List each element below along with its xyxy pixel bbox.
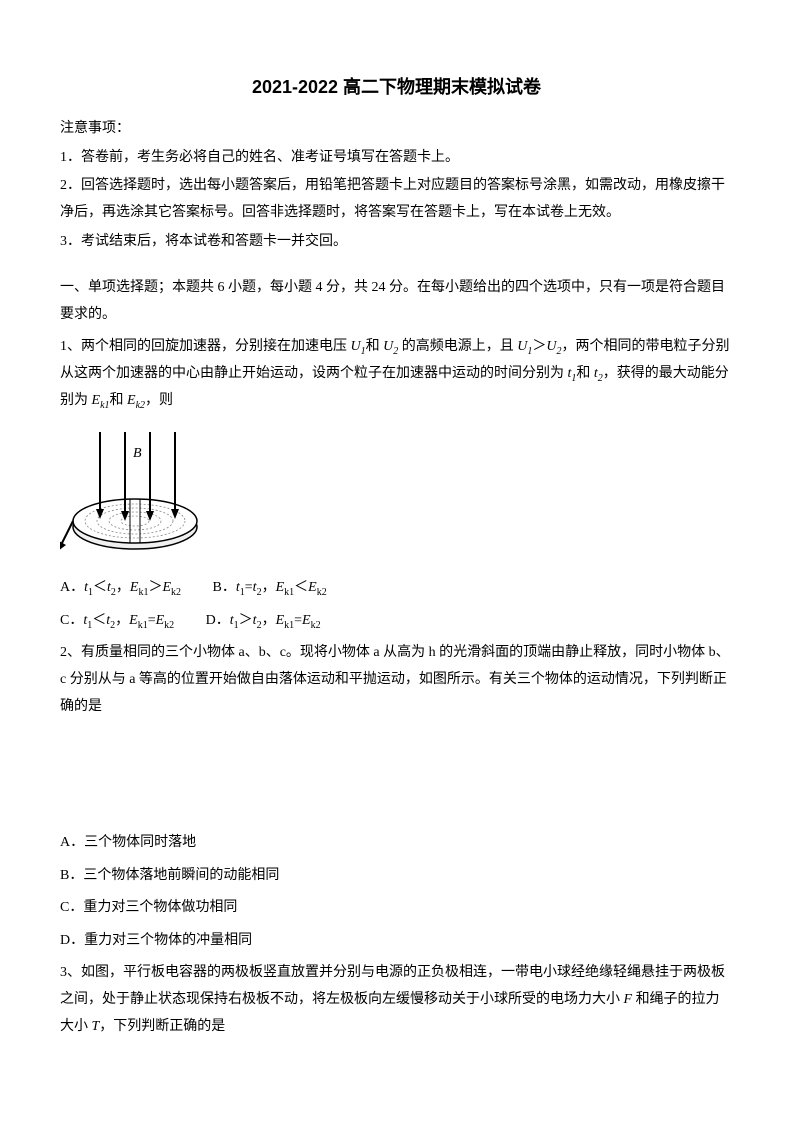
q1a-comma: ， [116,580,130,595]
q1-text4: ，则 [145,393,173,408]
q1d-eq: = [294,613,302,628]
notice-header: 注意事项： [60,116,733,143]
q1c-label: C． [60,613,83,628]
q1d-e2: E [302,613,311,628]
q1a-es2: k2 [171,587,181,598]
q1-u1: U [351,339,361,354]
q1-ek1: E [92,393,101,408]
q1-u2: U [383,339,393,354]
q2-option-a: A．三个物体同时落地 [60,830,733,857]
q1-and2: 和 [576,366,594,381]
q1b-comma: ， [262,580,276,595]
q1-figure: B [60,427,220,567]
q1-option-c: C．t1＜t2，Ek1=Ek2 [60,608,174,635]
q1-option-a: A．t1＜t2，Ek1＞Ek2 [60,575,181,602]
q1-u2b: U [546,339,556,354]
q1b-lt: ＜ [294,580,308,595]
q1b-es2: k2 [317,587,327,598]
q2-option-c: C．重力对三个物体做功相同 [60,895,733,922]
q1-and3: 和 [110,393,128,408]
notice-item-1: 1．答卷前，考生务必将自己的姓名、准考证号填写在答题卡上。 [60,145,733,172]
question-1: 1、两个相同的回旋加速器，分别接在加速电压 U1和 U2 的高频电源上，且 U1… [60,334,733,414]
section-1-intro: 一、单项选择题；本题共 6 小题，每小题 4 分，共 24 分。在每小题给出的四… [60,275,733,328]
q1-ek2: E [127,393,136,408]
q1b-e1: E [276,580,285,595]
q1a-e2: E [162,580,171,595]
q1b-eq: = [245,580,253,595]
q1-and: 和 [366,339,384,354]
q2-option-d: D．重力对三个物体的冲量相同 [60,928,733,955]
figure-b-label: B [133,446,142,461]
q1-text: 1、两个相同的回旋加速器，分别接在加速电压 [60,339,351,354]
notice-item-3: 3．考试结束后，将本试卷和答题卡一并交回。 [60,229,733,256]
q1a-label: A． [60,580,84,595]
q1c-lt: ＜ [92,613,106,628]
q1c-es2: k2 [164,619,174,630]
q1b-es1: k1 [284,587,294,598]
q1d-label: D． [206,613,230,628]
q1c-comma: ， [115,613,129,628]
q1-options-row1: A．t1＜t2，Ek1＞Ek2 B．t1=t2，Ek1＜Ek2 [60,575,733,602]
q1d-es1: k1 [284,619,294,630]
q1-u1b: U [517,339,527,354]
notice-item-2: 2．回答选择题时，选出每小题答案后，用铅笔把答题卡上对应题目的答案标号涂黑，如需… [60,173,733,226]
q2-option-b: B．三个物体落地前瞬间的动能相同 [60,863,733,890]
q1b-label: B． [213,580,236,595]
q3-suffix: ，下列判断正确的是 [99,1019,225,1034]
q1-eks1: k1 [100,400,109,411]
q1c-eq: = [148,613,156,628]
q1-option-b: B．t1=t2，Ek1＜Ek2 [213,575,327,602]
q1-gt: ＞ [532,339,546,354]
q1d-gt: ＞ [239,613,253,628]
q1-option-d: D．t1＞t2，Ek1=Ek2 [206,608,321,635]
question-2: 2、有质量相同的三个小物体 a、b、c。现将小物体 a 从高为 h 的光滑斜面的… [60,640,733,720]
q1b-e2: E [308,580,317,595]
q1-mid: 的高频电源上，且 [398,339,517,354]
question-3: 3、如图，平行板电容器的两极板竖直放置并分别与电源的正负极相连，一带电小球经绝缘… [60,960,733,1040]
q1c-es1: k1 [138,619,148,630]
q1a-gt: ＞ [148,580,162,595]
q1-options-row2: C．t1＜t2，Ek1=Ek2 D．t1＞t2，Ek1=Ek2 [60,608,733,635]
q2-figure-placeholder [60,730,733,820]
q1c-e1: E [129,613,138,628]
q1d-e1: E [276,613,285,628]
q1d-comma: ， [262,613,276,628]
q1c-e2: E [156,613,165,628]
q1d-es2: k2 [311,619,321,630]
exam-title: 2021-2022 高二下物理期末模拟试卷 [60,70,733,104]
q1-eks2: k2 [136,400,145,411]
q1a-lt: ＜ [93,580,107,595]
q1a-es1: k1 [138,587,148,598]
q3-f: F [624,992,633,1007]
